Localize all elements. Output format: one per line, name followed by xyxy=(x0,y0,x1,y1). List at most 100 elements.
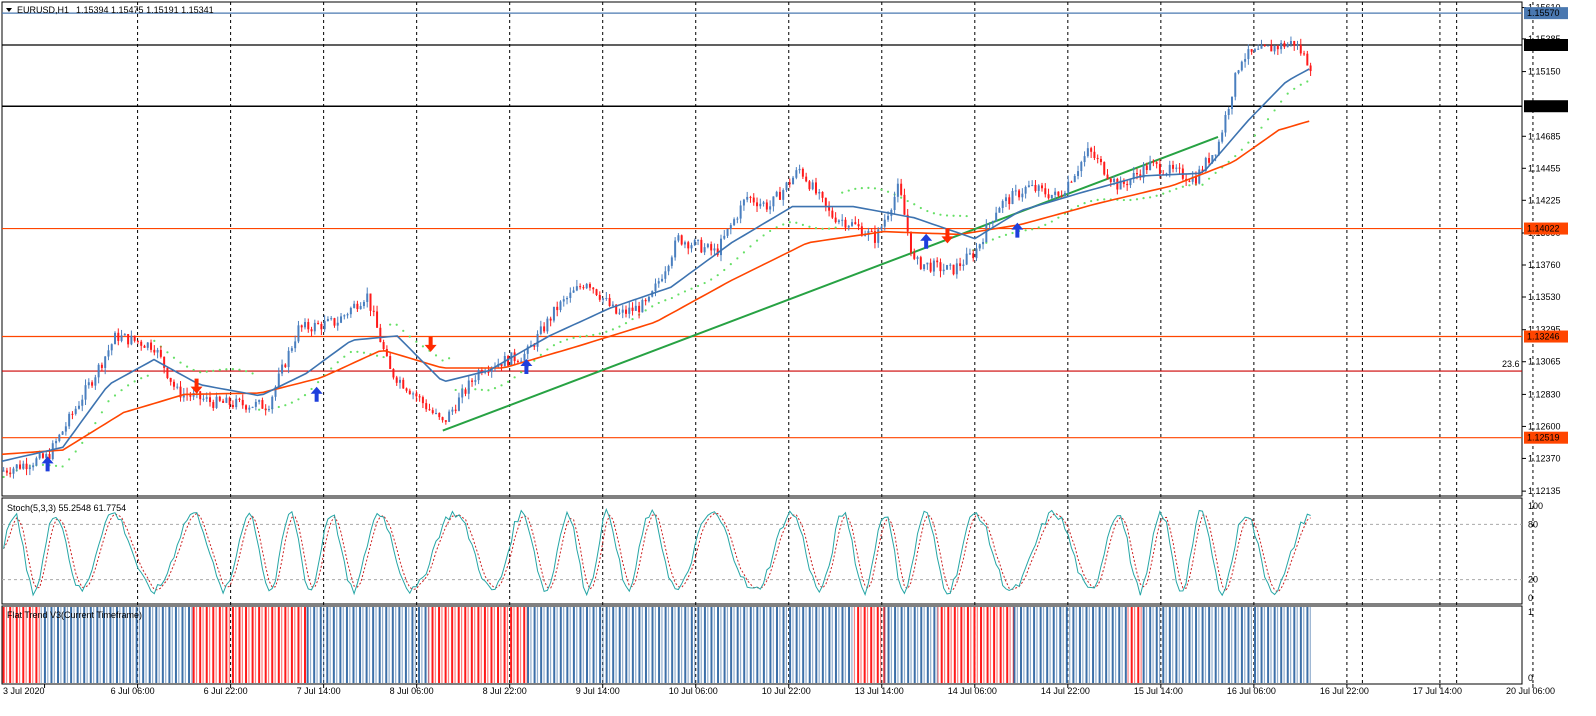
psar-dot xyxy=(1293,87,1296,90)
price-tick-label: 1.13530 xyxy=(1528,292,1561,302)
trend-bar xyxy=(300,607,302,683)
candle-body xyxy=(824,197,827,206)
candle-body xyxy=(847,225,850,228)
trend-bar xyxy=(1118,607,1121,683)
candle-body xyxy=(1057,191,1060,196)
trend-bar xyxy=(274,607,276,683)
main-pane-frame xyxy=(1,1,1523,497)
trend-bar xyxy=(851,607,853,683)
trend-bar xyxy=(1016,607,1018,683)
psar-dot xyxy=(814,227,818,230)
trend-bar xyxy=(582,607,584,683)
trend-bar xyxy=(572,607,575,683)
psar-dot xyxy=(1214,171,1217,174)
trend-bar xyxy=(404,607,407,683)
trend-bar xyxy=(152,607,154,683)
psar-dot xyxy=(113,394,117,397)
trend-bar xyxy=(940,607,943,683)
buy-arrow-icon xyxy=(1011,222,1024,238)
candle-body xyxy=(1276,46,1279,50)
psar-dot xyxy=(624,322,628,325)
candle-body xyxy=(218,396,221,401)
trend-bar xyxy=(585,607,588,683)
candle-body xyxy=(873,231,876,243)
flat-trend-histogram xyxy=(2,607,1311,683)
candle-body xyxy=(592,287,595,290)
chart-menu-triangle-icon[interactable] xyxy=(6,8,12,12)
candle-body xyxy=(513,352,516,362)
candle-body xyxy=(985,224,988,242)
candle-body xyxy=(241,399,244,406)
trend-bar xyxy=(1273,607,1276,683)
psar-dot xyxy=(1083,201,1086,205)
trend-bar xyxy=(79,607,82,683)
parabolic-sar xyxy=(2,80,1309,479)
candle-body xyxy=(952,264,955,275)
psar-dot xyxy=(723,268,726,272)
candle-body xyxy=(1191,176,1194,182)
trend-bar xyxy=(841,607,844,683)
candle-body xyxy=(1096,157,1099,159)
candle-body xyxy=(611,304,614,306)
psar-dot xyxy=(238,368,241,371)
psar-dot xyxy=(61,465,64,468)
candle-body xyxy=(333,318,336,326)
candle-body xyxy=(1018,190,1021,198)
trend-bar xyxy=(503,607,506,683)
trend-bar xyxy=(907,607,910,683)
candle-body xyxy=(451,409,454,412)
candle-body xyxy=(117,332,120,341)
trend-bar xyxy=(464,607,467,683)
psar-dot xyxy=(1103,198,1106,201)
trend-bar xyxy=(372,607,375,683)
trend-bar xyxy=(447,607,450,683)
trend-bar xyxy=(398,607,401,683)
psar-dot xyxy=(336,361,339,364)
trend-bar xyxy=(1290,607,1292,683)
trend-bar xyxy=(32,607,34,683)
time-tick-label: 16 Jul 22:00 xyxy=(1320,686,1369,696)
trend-bar xyxy=(605,607,608,683)
candle-body xyxy=(1244,59,1247,62)
candle-body xyxy=(926,262,929,265)
psar-dot xyxy=(349,350,352,354)
psar-dot xyxy=(821,227,824,230)
trend-bar xyxy=(592,607,595,683)
candle-body xyxy=(962,264,965,267)
trend-bar xyxy=(749,607,752,683)
trend-bar xyxy=(1092,607,1095,683)
candle-body xyxy=(828,205,831,211)
candle-body xyxy=(1257,48,1260,50)
trend-bar xyxy=(1211,607,1213,683)
trend-bar xyxy=(1155,607,1158,683)
trend-bar xyxy=(936,607,938,683)
psar-dot xyxy=(303,394,307,397)
candle-body xyxy=(919,257,922,270)
candle-body xyxy=(523,353,526,361)
trend-bar xyxy=(248,607,250,683)
trend-bar xyxy=(125,607,128,683)
candle-body xyxy=(965,253,968,265)
trend-bar xyxy=(1276,607,1279,683)
trend-bar xyxy=(1082,607,1084,683)
candle-body xyxy=(1014,190,1017,192)
trend-bar xyxy=(122,607,125,683)
trend-bar xyxy=(99,607,101,683)
candle-body xyxy=(700,239,703,253)
trendline[interactable] xyxy=(442,136,1219,432)
psar-dot xyxy=(1090,199,1093,203)
trend-bar xyxy=(1140,607,1142,683)
psar-dot xyxy=(1155,194,1158,197)
candle-body xyxy=(251,406,254,408)
candle-body xyxy=(310,329,313,332)
trend-bar xyxy=(60,607,62,683)
psar-dot xyxy=(900,196,903,199)
candle-body xyxy=(683,242,686,245)
psar-dot xyxy=(356,350,359,353)
candle-body xyxy=(1129,179,1132,186)
trend-bar xyxy=(628,607,630,683)
candle-body xyxy=(756,202,759,207)
psar-dot xyxy=(218,368,221,371)
trend-bar xyxy=(277,607,280,683)
